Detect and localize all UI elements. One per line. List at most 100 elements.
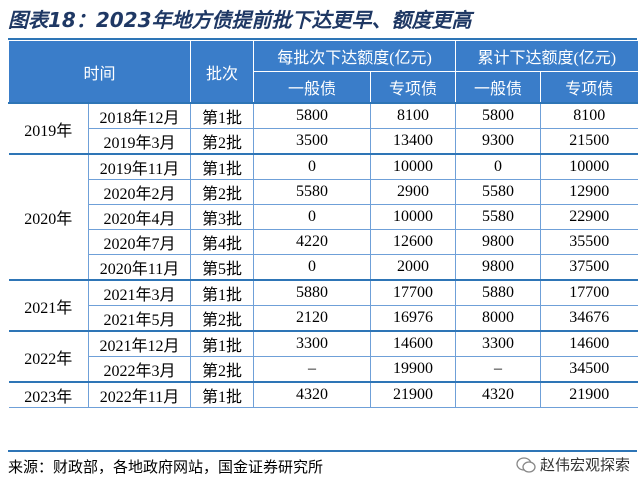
- label-cell: 第3批: [190, 204, 255, 230]
- table-row: 2020年4月 第3批 0 10000 5580 22900: [9, 204, 638, 230]
- table-frame: 时间 批次 每批次下达额度(亿元) 累计下达额度(亿元) 一般债 专项债 一般债…: [7, 38, 638, 452]
- value-cell: –: [253, 356, 372, 383]
- header-cell: 累计下达额度(亿元): [455, 40, 638, 72]
- year-cell: 2022年: [8, 330, 89, 383]
- value-cell: 16976: [370, 305, 457, 332]
- value-cell: 4220: [253, 229, 372, 255]
- table-row: 2020年11月 第5批 0 2000 9800 37500: [9, 254, 638, 281]
- value-cell: 5580: [455, 179, 542, 205]
- table-row: 2019年3月 第2批 3500 13400 9300 21500: [9, 128, 638, 155]
- value-cell: 2900: [370, 179, 457, 205]
- label-cell: 2021年3月: [87, 279, 192, 306]
- label-cell: 2021年5月: [88, 305, 192, 332]
- label-cell: 2019年11月: [87, 153, 192, 180]
- value-cell: 13400: [370, 128, 457, 155]
- table-row: 2020年2月 第2批 5580 2900 5580 12900: [9, 179, 638, 205]
- year-cell: 2023年: [8, 381, 89, 408]
- table: 时间 批次 每批次下达额度(亿元) 累计下达额度(亿元) 一般债 专项债 一般债…: [7, 40, 638, 408]
- header-cell: 一般债: [455, 71, 542, 104]
- label-cell: 2022年11月: [87, 381, 192, 408]
- watermark: 赵伟宏观探索: [516, 454, 630, 475]
- table-row: 2022年3月 第2批 –19900–34500: [9, 356, 638, 383]
- year-cell: 2019年: [8, 102, 89, 155]
- value-cell: 14600: [540, 330, 638, 357]
- label-cell: 第1批: [190, 330, 255, 357]
- value-cell: 2000: [370, 254, 457, 281]
- value-cell: 3300: [455, 330, 542, 357]
- value-cell: 0: [253, 204, 372, 230]
- header-cell: 每批次下达额度(亿元): [253, 40, 457, 72]
- value-cell: 8100: [370, 102, 457, 129]
- label-cell: 第2批: [190, 356, 255, 383]
- value-cell: 5580: [253, 179, 372, 205]
- header-cell: 批次: [190, 40, 255, 104]
- table-row: 2020年7月 第4批 4220 12600 9800 35500: [9, 229, 638, 255]
- value-cell: 22900: [540, 204, 638, 230]
- value-cell: –: [455, 356, 542, 383]
- table-row: 2020年 2019年11月 第1批 0 10000 0 10000: [8, 153, 638, 281]
- value-cell: 3500: [253, 128, 372, 155]
- label-cell: 2019年3月: [88, 128, 192, 155]
- title: 图表18：2023年地方债提前批下达更早、额度更高: [8, 8, 472, 32]
- value-cell: 17700: [370, 279, 457, 306]
- watermark-text: 赵伟宏观探索: [539, 456, 630, 474]
- label-cell: 第2批: [190, 305, 255, 332]
- value-cell: 8000: [455, 305, 542, 332]
- value-cell: 2120: [253, 305, 372, 332]
- year-cell: 2021年: [8, 279, 89, 332]
- value-cell: 17700: [540, 279, 638, 306]
- label-cell: 2020年2月: [88, 179, 192, 205]
- label-cell: 2022年3月: [88, 356, 192, 383]
- value-cell: 4320: [253, 381, 372, 408]
- year-cell: 2020年: [8, 153, 89, 281]
- label-cell: 第2批: [190, 179, 255, 205]
- value-cell: 34500: [540, 356, 638, 383]
- table-row: 2021年 2021年3月 第1批 5880 17700 5880 17700: [8, 279, 638, 332]
- label-cell: 2021年12月: [87, 330, 192, 357]
- value-cell: 0: [253, 254, 372, 281]
- header-cell: 专项债: [370, 71, 457, 104]
- wechat-icon: [516, 456, 536, 473]
- value-cell: 10000: [370, 153, 457, 180]
- value-cell: 37500: [540, 254, 638, 281]
- value-cell: 9800: [455, 254, 542, 281]
- value-cell: 5880: [455, 279, 542, 306]
- label-cell: 第1批: [190, 279, 255, 306]
- label-cell: 第1批: [190, 102, 255, 129]
- table-row: 2021年5月 第2批 2120 16976 8000 34676: [9, 305, 638, 332]
- value-cell: 21500: [540, 128, 638, 155]
- table-row: 2022年 2021年12月 第1批 3300 14600 3300 14600: [8, 330, 638, 383]
- value-cell: 5580: [455, 204, 542, 230]
- value-cell: 4320: [455, 381, 542, 408]
- header-cell: 专项债: [540, 71, 638, 104]
- label-cell: 2020年7月: [88, 229, 192, 255]
- value-cell: 8100: [540, 102, 638, 129]
- value-cell: 9800: [455, 229, 542, 255]
- value-cell: 19900: [370, 356, 457, 383]
- table-row: 2019年 2018年12月 第1批 5800 8100 5800 8100: [8, 102, 638, 155]
- value-cell: 10000: [370, 204, 457, 230]
- value-cell: 0: [455, 153, 542, 180]
- label-cell: 第2批: [190, 128, 255, 155]
- label-cell: 第1批: [190, 381, 255, 408]
- label-cell: 2020年11月: [88, 254, 192, 281]
- value-cell: 12900: [540, 179, 638, 205]
- value-cell: 21900: [540, 381, 638, 408]
- value-cell: 34676: [540, 305, 638, 332]
- value-cell: 5800: [253, 102, 372, 129]
- value-cell: 10000: [540, 153, 638, 180]
- value-cell: 5880: [253, 279, 372, 306]
- value-cell: 35500: [540, 229, 638, 255]
- label-cell: 第1批: [190, 153, 255, 180]
- value-cell: 14600: [370, 330, 457, 357]
- value-cell: 3300: [253, 330, 372, 357]
- value-cell: 9300: [455, 128, 542, 155]
- header-cell: 一般债: [253, 71, 372, 104]
- label-cell: 2020年4月: [88, 204, 192, 230]
- label-cell: 第5批: [190, 254, 255, 281]
- table-row: 2023年 2022年11月 第1批 4320 21900 4320 21900: [8, 381, 638, 408]
- header-cell: 时间: [7, 40, 192, 104]
- label-cell: 2018年12月: [87, 102, 192, 129]
- value-cell: 5800: [455, 102, 542, 129]
